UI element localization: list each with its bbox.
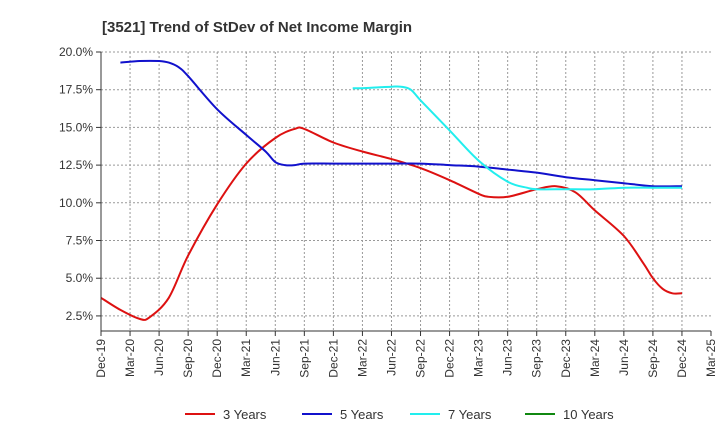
series-line-7-years xyxy=(352,85,682,191)
x-tick-label: Jun-24 xyxy=(617,339,631,376)
x-tick-label: Mar-22 xyxy=(355,339,369,377)
legend: 3 Years 5 Years 7 Years 10 Years xyxy=(185,407,614,422)
chart-title: [3521] Trend of StDev of Net Income Marg… xyxy=(102,19,412,36)
x-tick-label: Dec-23 xyxy=(559,339,573,378)
grid xyxy=(101,51,711,331)
x-tick-label: Dec-19 xyxy=(94,339,108,378)
x-tick-label: Jun-22 xyxy=(384,339,398,376)
y-tick-label: 15.0% xyxy=(59,120,93,134)
x-tick-label: Sep-21 xyxy=(297,339,311,378)
legend-label-3-years: 3 Years xyxy=(223,407,267,422)
x-tick-label: Dec-21 xyxy=(326,339,340,378)
y-tick-label: 20.0% xyxy=(59,45,93,59)
legend-label-7-years: 7 Years xyxy=(448,407,492,422)
plot-area xyxy=(101,52,711,331)
x-tick-label: Mar-25 xyxy=(704,339,718,377)
x-tick-label: Mar-21 xyxy=(239,339,253,377)
x-tick-label: Mar-23 xyxy=(472,339,486,377)
x-tick-label: Dec-22 xyxy=(443,339,457,378)
y-tick-label: 17.5% xyxy=(59,83,93,97)
y-axis-ticks: 2.5% 5.0% 7.5% 10.0% 12.5% 15.0% 17.5% 20.0% xyxy=(59,45,101,323)
y-tick-label: 10.0% xyxy=(59,196,93,210)
x-tick-label: Sep-24 xyxy=(646,339,660,378)
x-axis-ticks: Dec-19 Mar-20 Jun-20 Sep-20 Dec-20 Mar-21 Jun-… xyxy=(94,331,718,378)
x-tick-label: Jun-23 xyxy=(501,339,515,376)
y-tick-label: 7.5% xyxy=(66,234,94,248)
x-tick-label: Jun-21 xyxy=(268,339,282,376)
y-tick-label: 5.0% xyxy=(66,271,94,285)
x-tick-label: Sep-20 xyxy=(181,339,195,378)
legend-label-5-years: 5 Years xyxy=(340,407,384,422)
legend-label-10-years: 10 Years xyxy=(563,407,614,422)
series-lines xyxy=(100,59,683,321)
x-tick-label: Jun-20 xyxy=(152,339,166,376)
x-tick-label: Sep-22 xyxy=(414,339,428,378)
x-tick-label: Mar-20 xyxy=(123,339,137,377)
y-tick-label: 2.5% xyxy=(66,309,94,323)
x-tick-label: Dec-20 xyxy=(210,339,224,378)
x-tick-label: Sep-23 xyxy=(530,339,544,378)
series-line-5-years xyxy=(120,59,683,188)
x-tick-label: Mar-24 xyxy=(588,339,602,377)
x-tick-label: Dec-24 xyxy=(675,339,689,378)
y-tick-label: 12.5% xyxy=(59,158,93,172)
series-line-3-years xyxy=(100,126,683,321)
